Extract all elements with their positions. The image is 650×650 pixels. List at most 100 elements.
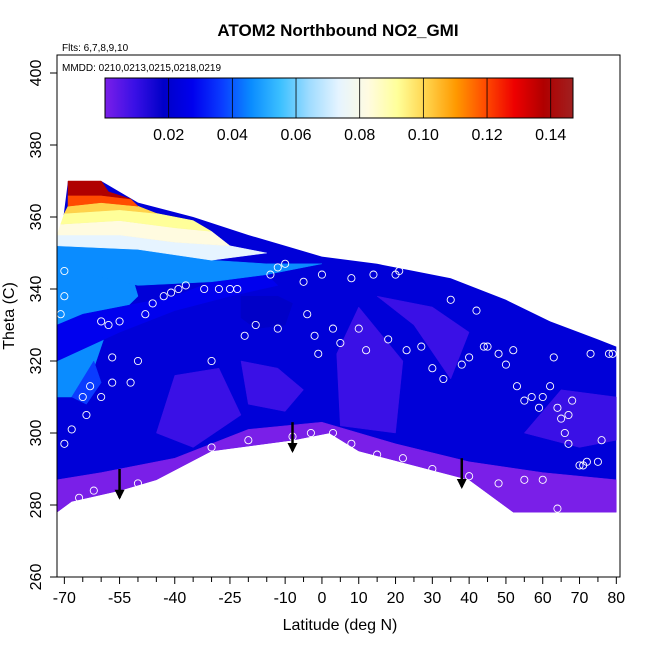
sample-point xyxy=(347,274,356,283)
sample-point xyxy=(328,324,338,333)
sample-point xyxy=(78,392,87,402)
sample-point xyxy=(564,410,573,420)
sample-point xyxy=(428,464,437,474)
sample-point xyxy=(336,338,345,348)
sample-point xyxy=(60,292,69,301)
sample-point xyxy=(527,392,536,402)
sample-point xyxy=(494,349,503,358)
sample-point xyxy=(240,331,249,340)
field-region xyxy=(336,306,404,434)
sample-point xyxy=(141,310,150,319)
sample-point xyxy=(520,396,529,405)
sample-point xyxy=(133,479,143,488)
sample-point xyxy=(207,443,216,452)
colorbar-tick-label: 0.02 xyxy=(153,127,184,144)
sample-point xyxy=(417,342,426,351)
arrow-marker xyxy=(287,422,298,453)
x-tick-label: 40 xyxy=(460,590,478,607)
sample-point xyxy=(483,342,492,351)
sample-point xyxy=(207,356,216,366)
x-tick-label: 30 xyxy=(423,590,441,607)
sample-point xyxy=(314,349,323,358)
sample-point xyxy=(553,403,562,412)
colorbar-tick-label: 0.04 xyxy=(217,127,248,144)
sample-point xyxy=(266,270,275,279)
sample-point xyxy=(553,504,562,513)
field-region xyxy=(156,367,242,448)
sample-point xyxy=(575,461,584,470)
sample-point xyxy=(586,349,595,358)
sample-point xyxy=(303,310,312,319)
sample-point xyxy=(82,410,91,420)
sample-point xyxy=(273,324,282,333)
sample-point xyxy=(115,317,124,326)
field-regions xyxy=(57,180,617,513)
colorbar-tick-label: 0.14 xyxy=(535,127,566,144)
sample-point xyxy=(133,356,143,366)
colorbar-bar xyxy=(104,77,574,119)
sample-point xyxy=(582,457,591,466)
sample-point xyxy=(465,353,474,362)
sample-point xyxy=(593,457,602,466)
arrow-marker xyxy=(114,469,125,500)
sample-point xyxy=(67,425,76,434)
colorbar-ticks: 0.02 0.04 0.06 0.08 0.10 0.12 0.14 xyxy=(153,78,566,144)
sample-point xyxy=(362,346,371,355)
y-tick-label: 300 xyxy=(28,420,45,447)
dates-annotation: MMDD: 0210,0213,0215,0218,0219 xyxy=(62,63,221,74)
sample-point xyxy=(369,270,378,279)
colorbar-tick-label: 0.10 xyxy=(408,127,439,144)
sample-point xyxy=(494,479,503,488)
plot-frame xyxy=(56,54,621,578)
sample-point xyxy=(281,259,290,268)
sample-point xyxy=(395,266,404,276)
x-tick-label: -40 xyxy=(163,590,186,607)
x-tick-label: 70 xyxy=(571,590,589,607)
sample-point xyxy=(568,396,577,405)
sample-point xyxy=(546,382,555,391)
colorbar: 0.02 0.04 0.06 0.08 0.10 0.12 0.14 xyxy=(104,77,574,144)
sample-point xyxy=(310,331,319,340)
x-tick-label: 20 xyxy=(387,590,405,607)
x-tick-label: 0 xyxy=(317,590,326,607)
sample-point xyxy=(306,428,315,438)
sample-point xyxy=(501,360,510,369)
sample-point xyxy=(251,320,260,330)
sample-point xyxy=(472,306,481,315)
x-tick-label: 50 xyxy=(497,590,515,607)
sample-point xyxy=(560,428,569,438)
sample-point xyxy=(465,472,474,481)
sample-point xyxy=(354,324,363,333)
y-axis: 260 280 300 320 340 360 380 400 xyxy=(28,60,57,590)
sample-point xyxy=(200,284,209,294)
field-region xyxy=(57,274,279,362)
sample-point xyxy=(384,335,393,344)
y-axis-label: Theta (C) xyxy=(1,282,18,350)
sample-point xyxy=(299,277,308,286)
sample-point xyxy=(520,475,529,484)
sample-point xyxy=(159,292,168,301)
chart-title: ATOM2 Northbound NO2_GMI xyxy=(217,21,458,40)
sample-point xyxy=(439,374,448,384)
sample-point xyxy=(328,428,338,438)
sample-point xyxy=(538,475,547,484)
plot-area xyxy=(57,180,617,517)
sample-point xyxy=(402,346,411,355)
sample-point xyxy=(479,342,488,351)
sample-point xyxy=(512,382,522,391)
sample-point xyxy=(174,284,183,294)
x-tick-label: -10 xyxy=(274,590,297,607)
flights-annotation: Flts: 6,7,8,9,10 xyxy=(62,43,129,54)
x-axis-label: Latitude (deg N) xyxy=(283,617,398,634)
x-tick-label: 10 xyxy=(350,590,368,607)
arrow-marker xyxy=(456,458,467,489)
field-region xyxy=(71,360,102,405)
sample-point xyxy=(63,508,73,517)
sample-point xyxy=(538,392,547,402)
field-region xyxy=(376,295,470,380)
sample-point xyxy=(108,353,117,362)
y-tick-label: 320 xyxy=(28,348,45,375)
y-tick-label: 400 xyxy=(28,60,45,87)
sample-point xyxy=(317,270,326,279)
sample-point xyxy=(148,299,157,308)
